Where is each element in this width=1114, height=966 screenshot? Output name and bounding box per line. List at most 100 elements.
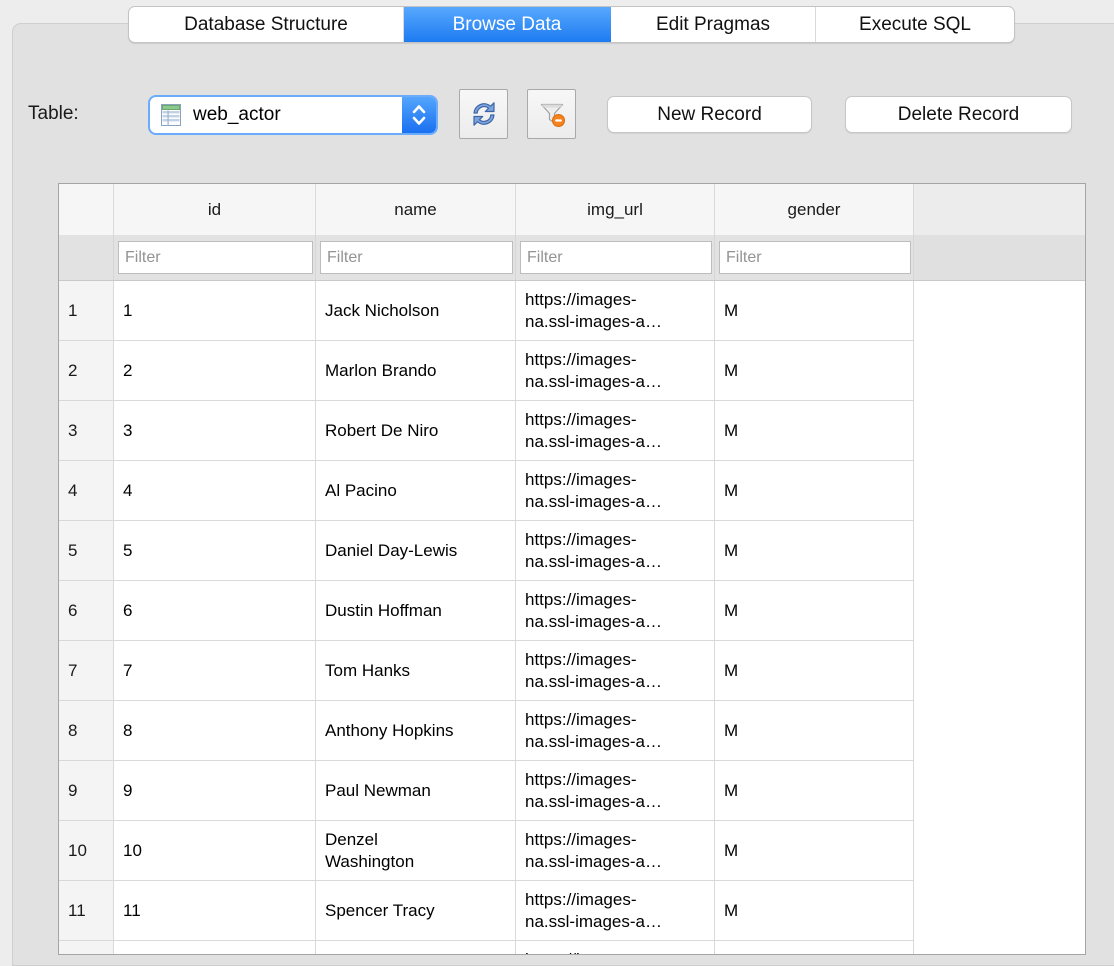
cell-id[interactable] bbox=[114, 941, 316, 954]
cell-name[interactable]: Denzel Washington bbox=[316, 821, 516, 881]
grid-body: 1 1 Jack Nicholson https://images- na.ss… bbox=[59, 281, 1085, 954]
cell-gender[interactable]: M bbox=[715, 341, 914, 401]
cell-id[interactable]: 1 bbox=[114, 281, 316, 341]
cell-img-url[interactable]: https://images- na.ssl-images-a… bbox=[516, 941, 715, 954]
row-number-cell[interactable]: 4 bbox=[59, 461, 114, 521]
filter-input-gender[interactable] bbox=[719, 241, 911, 274]
table-row: 5 5 Daniel Day-Lewis https://images- na.… bbox=[59, 521, 1085, 581]
filter-input-img-url[interactable] bbox=[520, 241, 712, 274]
cell-id[interactable]: 7 bbox=[114, 641, 316, 701]
cell-gender[interactable]: M bbox=[715, 821, 914, 881]
column-header-name[interactable]: name bbox=[316, 184, 516, 235]
cell-name[interactable]: Spencer Tracy bbox=[316, 881, 516, 941]
column-header-id[interactable]: id bbox=[114, 184, 316, 235]
cell-name[interactable]: Marlon Brando bbox=[316, 341, 516, 401]
cell-name[interactable]: Daniel Day-Lewis bbox=[316, 521, 516, 581]
cell-gender[interactable]: M bbox=[715, 701, 914, 761]
tab-edit-pragmas[interactable]: Edit Pragmas bbox=[611, 7, 816, 42]
row-number-cell[interactable]: 2 bbox=[59, 341, 114, 401]
row-number-cell[interactable]: 9 bbox=[59, 761, 114, 821]
row-filler bbox=[914, 341, 1085, 401]
row-filler bbox=[914, 461, 1085, 521]
cell-gender[interactable]: M bbox=[715, 281, 914, 341]
cell-img-url[interactable]: https://images- na.ssl-images-a… bbox=[516, 401, 715, 461]
table-row: 3 3 Robert De Niro https://images- na.ss… bbox=[59, 401, 1085, 461]
cell-id[interactable]: 3 bbox=[114, 401, 316, 461]
cell-gender[interactable]: M bbox=[715, 881, 914, 941]
cell-id[interactable]: 2 bbox=[114, 341, 316, 401]
row-number-cell[interactable]: 1 bbox=[59, 281, 114, 341]
table-row: 9 9 Paul Newman https://images- na.ssl-i… bbox=[59, 761, 1085, 821]
row-filler bbox=[914, 401, 1085, 461]
cell-name[interactable]: Tom Hanks bbox=[316, 641, 516, 701]
cell-name[interactable]: Paul Newman bbox=[316, 761, 516, 821]
table-row: 8 8 Anthony Hopkins https://images- na.s… bbox=[59, 701, 1085, 761]
delete-record-button[interactable]: Delete Record bbox=[845, 96, 1072, 133]
table-select[interactable]: web_actor bbox=[148, 95, 438, 135]
row-filler bbox=[914, 521, 1085, 581]
row-filler bbox=[914, 641, 1085, 701]
table-row: 4 4 Al Pacino https://images- na.ssl-ima… bbox=[59, 461, 1085, 521]
tab-database-structure[interactable]: Database Structure bbox=[129, 7, 404, 42]
table-row: 10 10 Denzel Washington https://images- … bbox=[59, 821, 1085, 881]
row-number-cell[interactable]: 7 bbox=[59, 641, 114, 701]
new-record-button[interactable]: New Record bbox=[607, 96, 812, 133]
row-filler bbox=[914, 941, 1085, 954]
tab-execute-sql[interactable]: Execute SQL bbox=[859, 13, 971, 35]
row-filler bbox=[914, 581, 1085, 641]
cell-gender[interactable]: M bbox=[715, 521, 914, 581]
row-number-cell[interactable]: 8 bbox=[59, 701, 114, 761]
cell-id[interactable]: 10 bbox=[114, 821, 316, 881]
cell-id[interactable]: 5 bbox=[114, 521, 316, 581]
cell-name[interactable]: Dustin Hoffman bbox=[316, 581, 516, 641]
row-number-cell[interactable]: 11 bbox=[59, 881, 114, 941]
cell-gender[interactable] bbox=[715, 941, 914, 954]
filter-filler bbox=[914, 235, 1085, 280]
cell-img-url[interactable]: https://images- na.ssl-images-a… bbox=[516, 341, 715, 401]
row-number-cell[interactable] bbox=[59, 941, 114, 954]
cell-gender[interactable]: M bbox=[715, 641, 914, 701]
cell-img-url[interactable]: https://images- na.ssl-images-a… bbox=[516, 701, 715, 761]
cell-gender[interactable]: M bbox=[715, 461, 914, 521]
table-row: 7 7 Tom Hanks https://images- na.ssl-ima… bbox=[59, 641, 1085, 701]
cell-name[interactable]: Al Pacino bbox=[316, 461, 516, 521]
cell-name[interactable]: Robert De Niro bbox=[316, 401, 516, 461]
clear-filters-button[interactable] bbox=[527, 89, 576, 139]
cell-img-url[interactable]: https://images- na.ssl-images-a… bbox=[516, 461, 715, 521]
cell-id[interactable]: 11 bbox=[114, 881, 316, 941]
cell-img-url[interactable]: https://images- na.ssl-images-a… bbox=[516, 281, 715, 341]
row-number-cell[interactable]: 10 bbox=[59, 821, 114, 881]
refresh-button[interactable] bbox=[459, 89, 508, 139]
row-number-cell[interactable]: 3 bbox=[59, 401, 114, 461]
row-filler bbox=[914, 701, 1085, 761]
table-row: https://images- na.ssl-images-a… bbox=[59, 941, 1085, 954]
row-number-cell[interactable]: 6 bbox=[59, 581, 114, 641]
filter-input-name[interactable] bbox=[320, 241, 513, 274]
cell-img-url[interactable]: https://images- na.ssl-images-a… bbox=[516, 521, 715, 581]
cell-img-url[interactable]: https://images- na.ssl-images-a… bbox=[516, 821, 715, 881]
cell-gender[interactable]: M bbox=[715, 401, 914, 461]
cell-img-url[interactable]: https://images- na.ssl-images-a… bbox=[516, 761, 715, 821]
column-header-gender[interactable]: gender bbox=[715, 184, 914, 235]
cell-id[interactable]: 4 bbox=[114, 461, 316, 521]
column-header-img-url[interactable]: img_url bbox=[516, 184, 715, 235]
cell-id[interactable]: 6 bbox=[114, 581, 316, 641]
cell-img-url[interactable]: https://images- na.ssl-images-a… bbox=[516, 641, 715, 701]
cell-gender[interactable]: M bbox=[715, 761, 914, 821]
table-select-stepper[interactable] bbox=[402, 97, 436, 133]
filter-input-id[interactable] bbox=[118, 241, 313, 274]
row-number-cell[interactable]: 5 bbox=[59, 521, 114, 581]
cell-id[interactable]: 8 bbox=[114, 701, 316, 761]
cell-id[interactable]: 9 bbox=[114, 761, 316, 821]
cell-gender[interactable]: M bbox=[715, 581, 914, 641]
row-filler bbox=[914, 281, 1085, 341]
cell-name[interactable]: Jack Nicholson bbox=[316, 281, 516, 341]
cell-name[interactable]: Anthony Hopkins bbox=[316, 701, 516, 761]
cell-img-url[interactable]: https://images- na.ssl-images-a… bbox=[516, 881, 715, 941]
table-row: 2 2 Marlon Brando https://images- na.ssl… bbox=[59, 341, 1085, 401]
cell-img-url[interactable]: https://images- na.ssl-images-a… bbox=[516, 581, 715, 641]
tab-browse-data[interactable]: Browse Data bbox=[404, 7, 611, 42]
cell-name[interactable] bbox=[316, 941, 516, 954]
row-filler bbox=[914, 821, 1085, 881]
header-corner bbox=[59, 184, 114, 235]
